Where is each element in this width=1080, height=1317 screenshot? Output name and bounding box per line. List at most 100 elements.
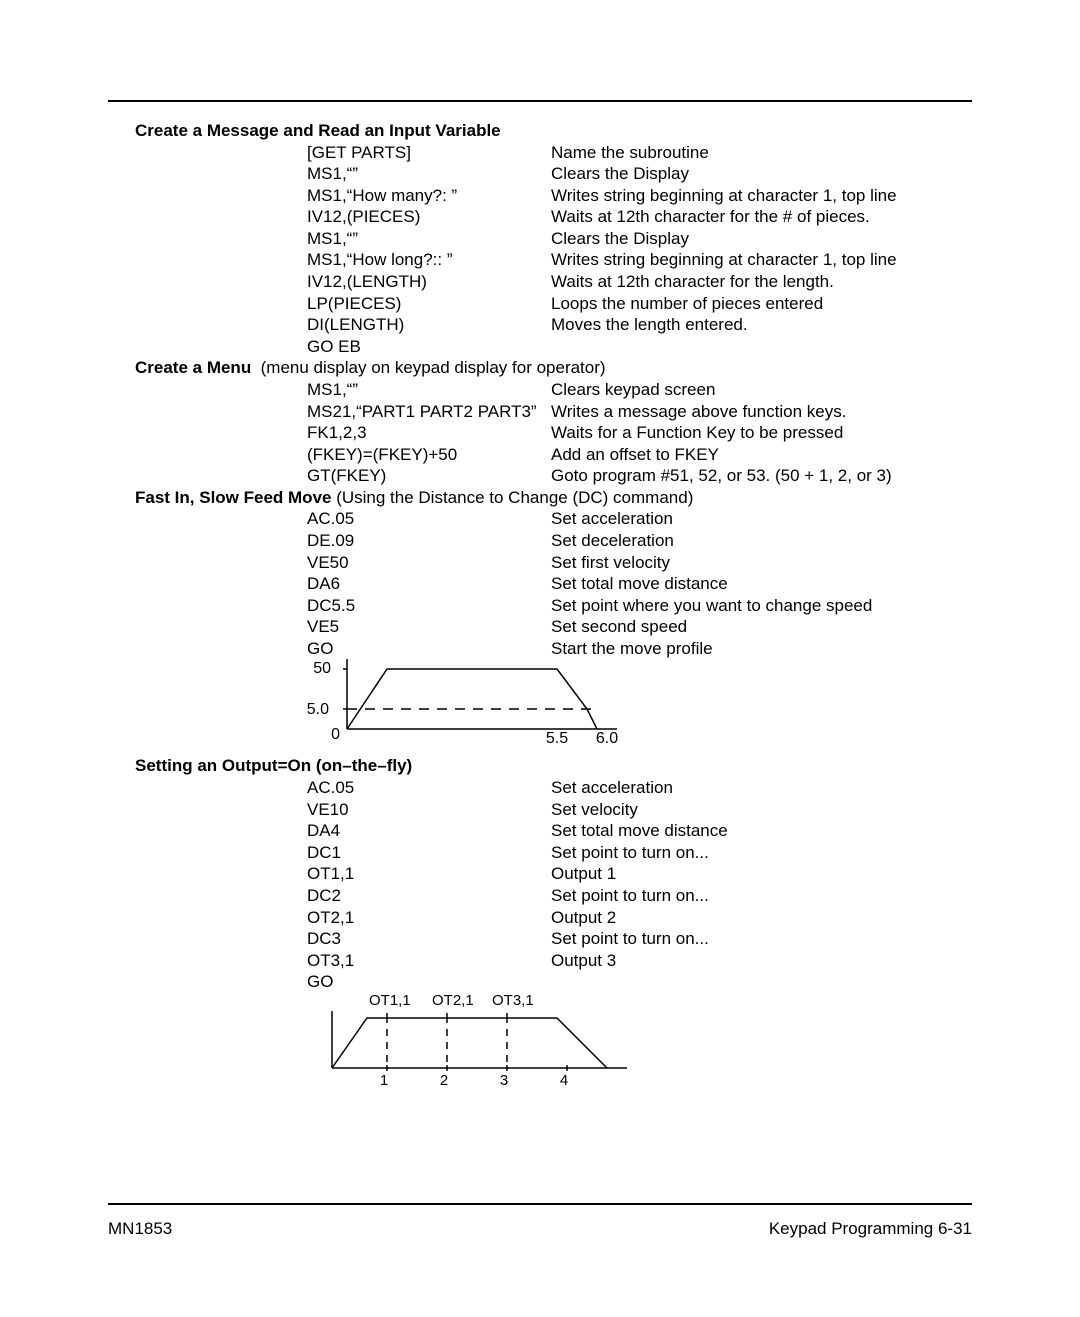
- description-cell: Set first velocity: [551, 552, 972, 574]
- svg-text:0: 0: [331, 726, 340, 743]
- velocity-profile-chart: 50 5.00 5.5 6.0: [307, 659, 667, 755]
- section2-title-row: Create a Menu (menu display on keypad di…: [135, 357, 972, 379]
- footer-right-text: Keypad Programming: [769, 1219, 938, 1238]
- code-cell: FK1,2,3: [307, 422, 551, 444]
- description-cell: Set point to turn on...: [551, 928, 972, 950]
- footer-page-number: 6-31: [938, 1219, 972, 1238]
- description-cell: Clears keypad screen: [551, 379, 972, 401]
- code-row: DC3Set point to turn on...: [307, 928, 972, 950]
- svg-text:1: 1: [380, 1072, 388, 1089]
- description-cell: [551, 971, 972, 993]
- section1-title-row: Create a Message and Read an Input Varia…: [135, 120, 972, 142]
- svg-text:6.0: 6.0: [596, 730, 618, 747]
- code-cell: AC.05: [307, 508, 551, 530]
- code-row: OT1,1Output 1: [307, 863, 972, 885]
- code-cell: LP(PIECES): [307, 293, 551, 315]
- description-cell: Goto program #51, 52, or 53. (50 + 1, 2,…: [551, 465, 972, 487]
- description-cell: Set total move distance: [551, 573, 972, 595]
- code-row: FK1,2,3Waits for a Function Key to be pr…: [307, 422, 972, 444]
- code-cell: MS1,“”: [307, 228, 551, 250]
- description-cell: Set acceleration: [551, 508, 972, 530]
- section3-rows: AC.05Set accelerationDE.09Set decelerati…: [307, 508, 972, 659]
- code-row: GO EB: [307, 336, 972, 358]
- code-row: MS1,“How long?:: ”Writes string beginnin…: [307, 249, 972, 271]
- description-cell: Waits at 12th character for the # of pie…: [551, 206, 972, 228]
- description-cell: Set velocity: [551, 799, 972, 821]
- description-cell: Waits for a Function Key to be pressed: [551, 422, 972, 444]
- code-cell: MS21,“PART1 PART2 PART3”: [307, 401, 551, 423]
- section3-title-row: Fast In, Slow Feed Move (Using the Dista…: [135, 487, 972, 509]
- section1-title: Create a Message and Read an Input Varia…: [135, 120, 501, 142]
- code-row: LP(PIECES)Loops the number of pieces ent…: [307, 293, 972, 315]
- section3-title-rest: (Using the Distance to Change (DC) comma…: [331, 487, 693, 509]
- bottom-divider: [108, 1203, 972, 1205]
- code-row: GOStart the move profile: [307, 638, 972, 660]
- code-cell: MS1,“How long?:: ”: [307, 249, 551, 271]
- code-row: MS1,“”Clears the Display: [307, 163, 972, 185]
- svg-text:5.5: 5.5: [546, 730, 568, 747]
- svg-text:OT3,1: OT3,1: [492, 993, 534, 1009]
- code-cell: MS1,“”: [307, 163, 551, 185]
- code-row: GO: [307, 971, 972, 993]
- code-cell: MS1,“”: [307, 379, 551, 401]
- code-cell: DE.09: [307, 530, 551, 552]
- code-row: DE.09Set deceleration: [307, 530, 972, 552]
- code-cell: OT2,1: [307, 907, 551, 929]
- footer-left: MN1853: [108, 1219, 172, 1239]
- section4-rows: AC.05Set accelerationVE10Set velocityDA4…: [307, 777, 972, 993]
- code-row: OT2,1Output 2: [307, 907, 972, 929]
- section3-title-bold: Fast In, Slow Feed Move: [135, 487, 331, 509]
- svg-text:5.0: 5.0: [307, 701, 329, 718]
- description-cell: Writes a message above function keys.: [551, 401, 972, 423]
- code-cell: GO: [307, 638, 551, 660]
- code-row: VE5Set second speed: [307, 616, 972, 638]
- svg-text:50: 50: [313, 660, 331, 677]
- code-row: DA6Set total move distance: [307, 573, 972, 595]
- description-cell: Output 1: [551, 863, 972, 885]
- output-profile-chart: OT1,1OT2,1OT3,11234: [307, 993, 667, 1091]
- code-row: DC5.5Set point where you want to change …: [307, 595, 972, 617]
- description-cell: Set point to turn on...: [551, 885, 972, 907]
- description-cell: Set deceleration: [551, 530, 972, 552]
- code-cell: OT1,1: [307, 863, 551, 885]
- svg-text:4: 4: [560, 1072, 568, 1089]
- section1-rows: [GET PARTS]Name the subroutineMS1,“”Clea…: [307, 142, 972, 358]
- description-cell: Name the subroutine: [551, 142, 972, 164]
- svg-text:3: 3: [500, 1072, 508, 1089]
- description-cell: Add an offset to FKEY: [551, 444, 972, 466]
- code-cell: GO: [307, 971, 551, 993]
- section4-title-row: Setting an Output=On (on–the–fly): [135, 755, 972, 777]
- code-cell: DC5.5: [307, 595, 551, 617]
- code-row: VE10Set velocity: [307, 799, 972, 821]
- code-row: DI(LENGTH)Moves the length entered.: [307, 314, 972, 336]
- code-row: OT3,1Output 3: [307, 950, 972, 972]
- code-cell: (FKEY)=(FKEY)+50: [307, 444, 551, 466]
- code-cell: DC1: [307, 842, 551, 864]
- content-block: Create a Message and Read an Input Varia…: [135, 120, 972, 1091]
- code-cell: IV12,(LENGTH): [307, 271, 551, 293]
- code-row: DA4Set total move distance: [307, 820, 972, 842]
- code-cell: AC.05: [307, 777, 551, 799]
- code-cell: DI(LENGTH): [307, 314, 551, 336]
- code-cell: GT(FKEY): [307, 465, 551, 487]
- description-cell: Writes string beginning at character 1, …: [551, 249, 972, 271]
- code-row: AC.05Set acceleration: [307, 508, 972, 530]
- code-row: VE50Set first velocity: [307, 552, 972, 574]
- code-row: (FKEY)=(FKEY)+50Add an offset to FKEY: [307, 444, 972, 466]
- description-cell: Moves the length entered.: [551, 314, 972, 336]
- section2-title-bold: Create a Menu: [135, 357, 251, 379]
- description-cell: Clears the Display: [551, 228, 972, 250]
- code-row: AC.05Set acceleration: [307, 777, 972, 799]
- code-cell: MS1,“How many?: ”: [307, 185, 551, 207]
- code-cell: IV12,(PIECES): [307, 206, 551, 228]
- page: Create a Message and Read an Input Varia…: [0, 0, 1080, 1317]
- description-cell: Set second speed: [551, 616, 972, 638]
- code-cell: DA6: [307, 573, 551, 595]
- code-cell: [GET PARTS]: [307, 142, 551, 164]
- code-row: GT(FKEY)Goto program #51, 52, or 53. (50…: [307, 465, 972, 487]
- description-cell: Output 3: [551, 950, 972, 972]
- description-cell: Start the move profile: [551, 638, 972, 660]
- code-row: IV12,(LENGTH)Waits at 12th character for…: [307, 271, 972, 293]
- description-cell: Writes string beginning at character 1, …: [551, 185, 972, 207]
- svg-text:OT2,1: OT2,1: [432, 993, 474, 1009]
